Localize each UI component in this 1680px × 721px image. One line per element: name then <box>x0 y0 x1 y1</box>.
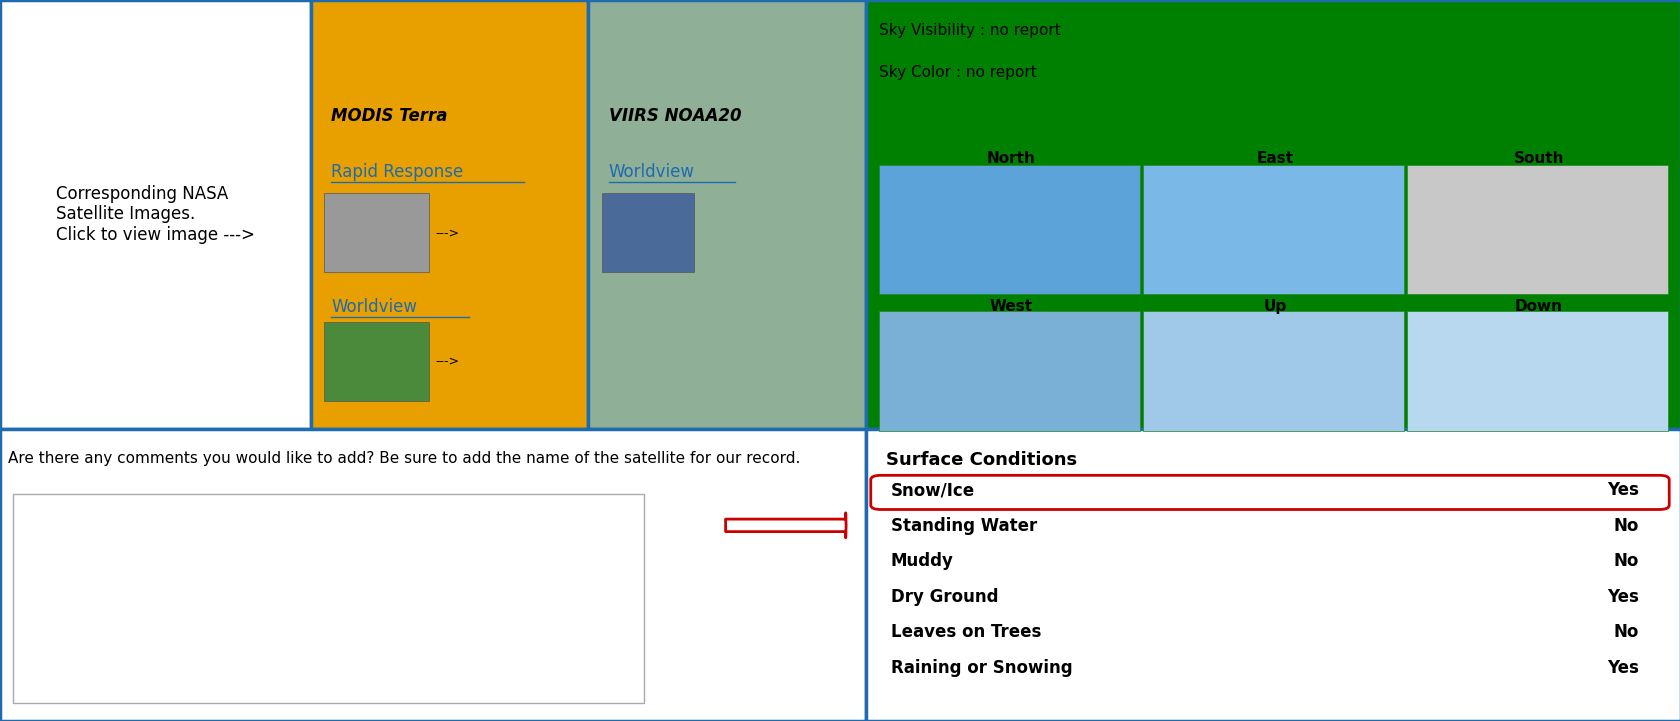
Text: Snow/Ice: Snow/Ice <box>890 482 974 499</box>
FancyBboxPatch shape <box>865 0 1680 429</box>
Text: Surface Conditions: Surface Conditions <box>885 451 1077 469</box>
Text: MODIS Terra: MODIS Terra <box>331 107 447 125</box>
Text: Sky Visibility : no report: Sky Visibility : no report <box>879 22 1060 37</box>
Text: --->: ---> <box>435 355 459 368</box>
Text: Worldview: Worldview <box>331 298 417 316</box>
FancyBboxPatch shape <box>879 311 1139 431</box>
Text: East: East <box>1255 151 1294 167</box>
Text: Raining or Snowing: Raining or Snowing <box>890 658 1072 676</box>
Text: Yes: Yes <box>1606 658 1638 676</box>
Text: Yes: Yes <box>1606 482 1638 499</box>
Text: Muddy: Muddy <box>890 552 953 570</box>
FancyBboxPatch shape <box>0 0 311 429</box>
FancyBboxPatch shape <box>1142 165 1403 294</box>
Text: Rapid Response: Rapid Response <box>331 163 464 180</box>
FancyBboxPatch shape <box>324 193 428 273</box>
FancyBboxPatch shape <box>1142 311 1403 431</box>
Text: Standing Water: Standing Water <box>890 517 1037 535</box>
Text: Dry Ground: Dry Ground <box>890 588 998 606</box>
FancyBboxPatch shape <box>1406 311 1667 431</box>
Text: South: South <box>1512 151 1564 167</box>
FancyBboxPatch shape <box>311 0 588 429</box>
Text: No: No <box>1613 517 1638 535</box>
Text: Yes: Yes <box>1606 588 1638 606</box>
FancyBboxPatch shape <box>1406 165 1667 294</box>
FancyBboxPatch shape <box>865 429 1680 721</box>
FancyBboxPatch shape <box>588 0 865 429</box>
Text: Are there any comments you would like to add? Be sure to add the name of the sat: Are there any comments you would like to… <box>8 451 800 466</box>
Text: Up: Up <box>1263 299 1285 314</box>
FancyBboxPatch shape <box>870 475 1668 510</box>
FancyBboxPatch shape <box>324 322 428 401</box>
Text: No: No <box>1613 552 1638 570</box>
FancyBboxPatch shape <box>13 494 643 703</box>
FancyBboxPatch shape <box>0 429 865 721</box>
FancyBboxPatch shape <box>601 193 694 273</box>
Text: Down: Down <box>1514 299 1562 314</box>
Text: Leaves on Trees: Leaves on Trees <box>890 623 1040 641</box>
Text: Worldview: Worldview <box>608 163 694 180</box>
Text: --->: ---> <box>435 226 459 239</box>
Text: Sky Color : no report: Sky Color : no report <box>879 66 1037 81</box>
Text: VIIRS NOAA20: VIIRS NOAA20 <box>608 107 741 125</box>
FancyBboxPatch shape <box>879 165 1139 294</box>
Text: West: West <box>990 299 1032 314</box>
Text: Corresponding NASA
Satellite Images.
Click to view image --->: Corresponding NASA Satellite Images. Cli… <box>55 185 255 244</box>
Text: No: No <box>1613 623 1638 641</box>
Text: North: North <box>986 151 1035 167</box>
